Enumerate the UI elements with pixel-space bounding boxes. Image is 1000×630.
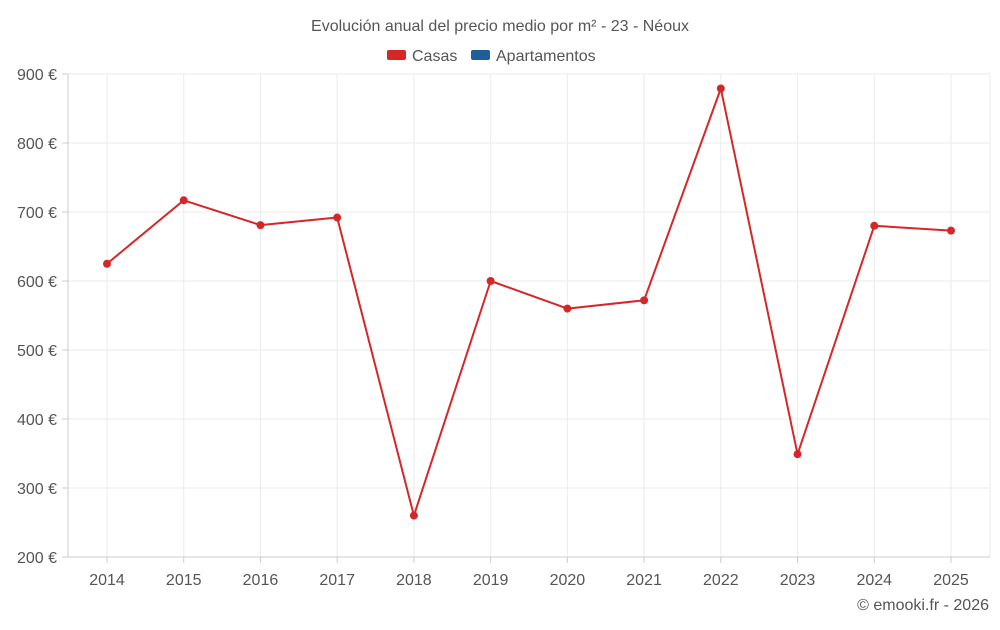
x-tick-label: 2016 [243,572,279,589]
x-tick-label: 2014 [89,572,125,589]
x-tick-label: 2025 [933,572,969,589]
x-tick-label: 2018 [396,572,432,589]
credit-text: © emooki.fr - 2026 [857,597,989,614]
legend-swatch-apartamentos [471,50,490,60]
y-tick-label: 700 € [17,205,57,222]
legend: Casas Apartamentos [387,48,596,65]
data-point-casas-2020[interactable] [563,304,572,313]
y-tick-label: 400 € [17,412,57,429]
y-tick-label: 500 € [17,343,57,360]
data-point-casas-2022[interactable] [716,84,725,93]
y-tick-label: 800 € [17,136,57,153]
data-point-casas-2019[interactable] [486,277,495,285]
y-tick-label: 300 € [17,481,57,498]
y-tick-label: 600 € [17,274,57,291]
data-point-casas-2016[interactable] [256,221,265,230]
data-point-casas-2021[interactable] [640,296,649,305]
axes: 200 € 300 € 400 € 500 € 600 € 700 € 800 € 900 €… [17,67,990,589]
data-point-casas-2017[interactable] [333,213,342,222]
y-tick-label: 200 € [17,550,57,567]
x-tick-label: 2017 [319,572,355,589]
data-point-casas-2024[interactable] [870,221,879,230]
data-point-casas-2023[interactable] [793,450,802,459]
series-line-casas [106,87,952,517]
data-point-casas-2025[interactable] [947,226,955,235]
x-tick-label: 2015 [166,572,202,589]
data-point-casas-2014[interactable] [103,259,111,268]
series [103,84,955,520]
chart-title: Evolución anual del precio medio por m² … [311,18,689,35]
legend-swatch-casas [387,50,406,60]
y-tick-label: 900 € [17,67,57,84]
data-point-casas-2015[interactable] [179,196,188,205]
x-tick-label: 2024 [856,572,892,589]
data-point-casas-2018[interactable] [409,511,418,520]
legend-item-casas[interactable]: Casas [387,48,457,65]
x-tick-label: 2020 [550,572,586,589]
legend-item-apartamentos[interactable]: Apartamentos [471,48,596,65]
x-tick-label: 2021 [626,572,662,589]
grid [62,73,991,563]
legend-label-apartamentos: Apartamentos [496,48,596,65]
x-tick-label: 2022 [703,572,739,589]
x-tick-label: 2023 [780,572,816,589]
x-tick-label: 2019 [473,572,509,589]
legend-label-casas: Casas [412,48,457,65]
